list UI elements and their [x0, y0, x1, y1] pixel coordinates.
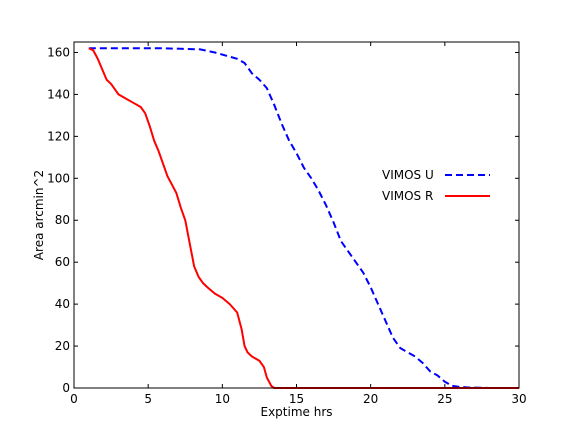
y-tick-label: 40: [55, 297, 70, 311]
series-line-vimos-r: [88, 47, 519, 389]
x-tick-label: 5: [144, 392, 152, 406]
y-tick-label: 0: [62, 381, 70, 395]
x-tick-label: 0: [70, 392, 78, 406]
x-tick-label: 25: [437, 392, 452, 406]
legend-label-vimos-u: VIMOS U: [382, 168, 434, 182]
plot-frame: [73, 41, 520, 389]
x-axis-label: Exptime hrs: [260, 405, 332, 419]
y-tick-label: 100: [47, 171, 70, 185]
series-line-vimos-u: [88, 47, 519, 389]
y-tick-label: 60: [55, 255, 70, 269]
y-tick-label: 80: [55, 213, 70, 227]
y-axis-label: Area arcmin^2: [32, 170, 46, 260]
x-tick-label: 20: [363, 392, 378, 406]
plot-layer: [88, 47, 519, 389]
y-tick-label: 120: [47, 129, 70, 143]
x-tick-label: 30: [511, 392, 526, 406]
legend-label-vimos-r: VIMOS R: [382, 189, 433, 203]
y-tick-label: 140: [47, 87, 70, 101]
y-tick-label: 160: [47, 45, 70, 59]
y-tick-label: 20: [55, 339, 70, 353]
x-tick-label: 15: [289, 392, 304, 406]
x-tick-label: 10: [215, 392, 230, 406]
legend: VIMOS U VIMOS R: [382, 168, 490, 203]
axes-layer: 0 5 10 15 20 25 30 0 20 40 60 80 100 120 140 160 Exptime…: [32, 41, 527, 419]
